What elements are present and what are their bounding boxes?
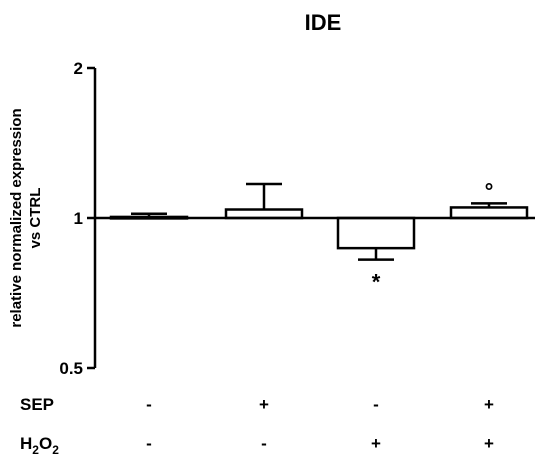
y-tick-label-2: 2: [74, 59, 83, 78]
y-axis-label-line2: vs CTRL: [27, 188, 44, 249]
condition-value-1-2: +: [371, 434, 381, 453]
chart-title: IDE: [305, 10, 342, 35]
significance-mark-3: °: [485, 178, 494, 203]
condition-label-h2o2: H2O2: [20, 434, 59, 457]
condition-value-0-2: -: [373, 395, 379, 414]
bar-3: [449, 206, 529, 220]
bar-2: [336, 216, 416, 250]
condition-value-0-0: -: [146, 395, 152, 414]
condition-table: SEP H2O2 - + - + - - + +: [20, 395, 494, 457]
y-axis-ticks: 0.5 1 2: [59, 59, 95, 378]
condition-value-0-3: +: [484, 395, 494, 414]
bar-1: [224, 208, 304, 220]
y-tick-label-1: 1: [74, 209, 83, 228]
y-axis-label-line1: relative normalized expression: [8, 108, 25, 327]
condition-value-1-1: -: [261, 434, 267, 453]
condition-value-1-3: +: [484, 434, 494, 453]
bars-group: *°: [109, 178, 529, 295]
condition-label-sep: SEP: [20, 395, 54, 414]
condition-value-0-1: +: [259, 395, 269, 414]
condition-value-1-0: -: [146, 434, 152, 453]
y-tick-label-0: 0.5: [59, 359, 83, 378]
significance-mark-2: *: [372, 270, 381, 295]
